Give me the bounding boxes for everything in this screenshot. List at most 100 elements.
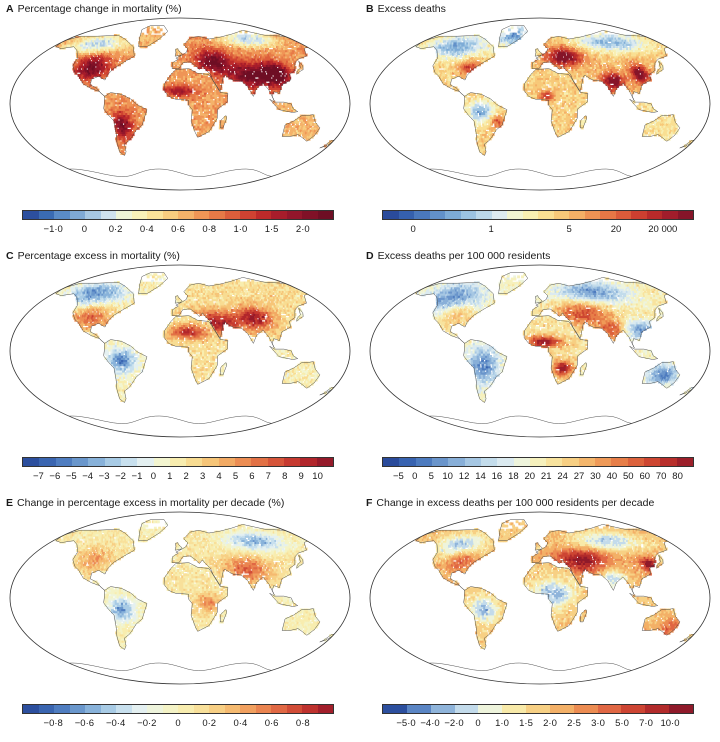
colorbar-bin (271, 211, 287, 219)
colorbar-tick-label: 4 (216, 471, 222, 482)
panel-title: E Change in percentage excess in mortalit… (6, 497, 284, 509)
coastline-namerica (415, 34, 495, 97)
coastline-indonesia (269, 99, 299, 113)
colorbar-bin (120, 458, 138, 466)
colorbar-tick-label: 5 (428, 471, 434, 482)
colorbar-bin (600, 211, 616, 219)
colorbar-tick-label: 10·0 (660, 718, 680, 729)
colorbar-bin (224, 211, 240, 219)
coastline-uk (534, 295, 542, 304)
colorbar-bin (137, 458, 154, 466)
colorbar-bin (209, 211, 225, 219)
panel-title: D Excess deaths per 100 000 residents (366, 250, 550, 262)
colorbar-bin (476, 211, 492, 219)
panel-letter: F (366, 497, 373, 509)
colorbar-tick-label: −5·0 (396, 718, 416, 729)
coastline-samerica (463, 92, 508, 156)
world-map (9, 264, 351, 438)
colorbar-bin (546, 458, 563, 466)
coastline-namerica (55, 281, 135, 344)
colorbar-tick-label: 0·6 (171, 224, 185, 235)
map-frame (9, 17, 351, 191)
colorbar-tick-label: 20 (610, 224, 622, 235)
panel-f: F Change in excess deaths per 100 000 res… (360, 494, 720, 741)
colorbar-bin (23, 458, 40, 466)
colorbar-tick-label: −1 (131, 471, 143, 482)
colorbar-bin (611, 458, 628, 466)
colorbar-tick-label: 0·8 (295, 718, 310, 729)
colorbar-bin (507, 211, 523, 219)
colorbar-bin (100, 705, 116, 713)
coastline-samerica (103, 92, 148, 156)
map-land-layer (415, 273, 694, 402)
colorbar-tick-label: 7·0 (639, 718, 653, 729)
coastline-australia (281, 114, 321, 142)
colorbar (22, 210, 334, 220)
colorbar (382, 210, 694, 220)
colorbar-tick-label: 2·0 (543, 718, 557, 729)
colorbar-bin (644, 458, 661, 466)
colorbar-bin (300, 458, 317, 466)
map-coastline-layer (415, 272, 697, 424)
map-frame (9, 264, 351, 438)
colorbar-tick-label: 12 (458, 471, 470, 482)
colorbar-bin (131, 211, 147, 219)
coastline-indonesia (629, 593, 659, 607)
colorbar-tick-label: 7 (265, 471, 271, 482)
colorbar-bin (116, 705, 132, 713)
coastline-eurasia (531, 277, 672, 349)
coastline-samerica (103, 339, 148, 403)
coastline-africa (523, 315, 589, 385)
colorbar-bin (522, 211, 538, 219)
colorbar-bin (255, 211, 271, 219)
panel-title: A Percentage change in mortality (%) (6, 3, 182, 15)
panel-e: E Change in percentage excess in mortalit… (0, 494, 360, 741)
colorbar-tick-label: 5·0 (615, 718, 629, 729)
colorbar-bin (553, 211, 569, 219)
world-map (369, 17, 711, 191)
colorbar-bin (131, 705, 147, 713)
colorbar-tick-label: −5 (65, 471, 77, 482)
colorbar-tick-label: −6 (49, 471, 61, 482)
colorbar-tick-label: 2 (183, 471, 189, 482)
colorbar-tick-label: 3 (199, 471, 206, 482)
panel-b: B Excess deaths 0 1 5 20 20 000 (360, 0, 720, 247)
colorbar-bin (55, 458, 72, 466)
coastline-namerica (55, 528, 135, 591)
coastline-uk (174, 48, 182, 57)
coastline-africa (523, 562, 589, 632)
colorbar-bin (578, 458, 596, 466)
coastline-madagascar (219, 362, 227, 376)
colorbar-ticks: −5·0 −4·0 −2·0 0 1·0 1·5 2·0 2·5 3·0 5·0 7·0 10·0 (382, 718, 694, 732)
colorbar-bin (38, 705, 54, 713)
colorbar-bin (513, 458, 530, 466)
colorbar-bin (445, 211, 461, 219)
panel-d: D Excess deaths per 100 000 residents −5 0… (360, 247, 720, 494)
colorbar (382, 457, 694, 467)
panel-letter: E (6, 497, 14, 509)
colorbar-bin (162, 211, 178, 219)
coastline-australia (641, 361, 681, 389)
colorbar-bin (193, 211, 209, 219)
coastline-uk (174, 295, 182, 304)
colorbar-tick-label: 0 (150, 471, 157, 482)
colorbar-tick-label: 14 (475, 471, 486, 482)
colorbar-bin (235, 458, 252, 466)
colorbar-bin (677, 211, 693, 219)
colorbar-bin (178, 211, 194, 219)
colorbar-bin (209, 705, 225, 713)
colorbar-bin (676, 458, 693, 466)
colorbar-bin (284, 458, 301, 466)
map-coastline-layer (415, 519, 697, 671)
colorbar-ticks: 0 1 5 20 20 000 (382, 224, 694, 238)
colorbar-bin (251, 458, 268, 466)
colorbar-tick-label: 1·5 (264, 224, 279, 235)
colorbar-bin (100, 211, 116, 219)
coastline-eurasia (171, 277, 312, 349)
colorbar-bin (39, 458, 56, 466)
panel-letter: C (6, 250, 14, 262)
coastline-samerica (103, 586, 148, 650)
map-coastline-layer (55, 519, 337, 671)
coastline-greenland (498, 519, 529, 541)
colorbar-tick-label: 5 (566, 224, 572, 235)
